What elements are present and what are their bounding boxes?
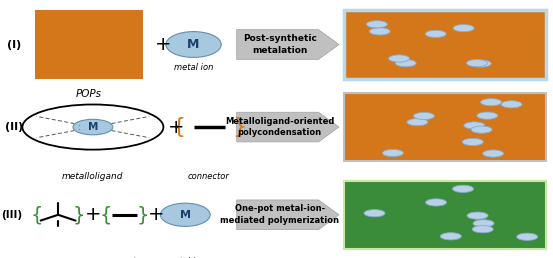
Text: metal ion: metal ion (174, 63, 213, 71)
Polygon shape (237, 30, 339, 59)
Ellipse shape (452, 185, 473, 192)
Text: +: + (148, 205, 164, 224)
Polygon shape (237, 200, 339, 230)
Text: }: } (73, 205, 85, 224)
Text: :: : (78, 123, 80, 132)
Text: M: M (187, 38, 200, 51)
Text: }: } (232, 117, 247, 137)
Text: M: M (180, 210, 191, 220)
Circle shape (160, 203, 210, 227)
Ellipse shape (364, 209, 385, 217)
Ellipse shape (477, 112, 498, 119)
Ellipse shape (471, 126, 492, 133)
Ellipse shape (464, 122, 485, 129)
Ellipse shape (473, 220, 494, 227)
Text: +: + (168, 118, 184, 136)
Ellipse shape (462, 138, 483, 146)
Text: {: { (171, 117, 186, 137)
Ellipse shape (472, 225, 493, 233)
Text: monomer: monomer (38, 257, 79, 258)
Text: connector: connector (103, 257, 145, 258)
Ellipse shape (440, 233, 461, 240)
Text: Post-synthetic
metalation: Post-synthetic metalation (243, 34, 316, 55)
Ellipse shape (395, 60, 416, 67)
Text: Metalloligand-oriented
polycondensation: Metalloligand-oriented polycondensation (225, 117, 335, 138)
Circle shape (166, 31, 221, 58)
Ellipse shape (483, 150, 504, 157)
Ellipse shape (22, 104, 164, 150)
Ellipse shape (481, 99, 502, 106)
Ellipse shape (501, 101, 522, 108)
Ellipse shape (389, 55, 410, 62)
Polygon shape (344, 93, 546, 161)
Polygon shape (344, 10, 546, 79)
Ellipse shape (366, 21, 387, 28)
Text: metal ion: metal ion (165, 257, 205, 258)
Text: One-pot metal-ion-
mediated polymerization: One-pot metal-ion- mediated polymerizati… (220, 204, 339, 225)
Ellipse shape (383, 149, 404, 157)
Ellipse shape (426, 199, 447, 206)
Text: (III): (III) (2, 210, 23, 220)
Polygon shape (344, 181, 546, 249)
Text: (I): (I) (7, 39, 21, 50)
Text: +: + (155, 35, 171, 54)
Ellipse shape (425, 30, 446, 37)
Ellipse shape (467, 212, 488, 219)
Text: (II): (II) (4, 122, 23, 132)
Ellipse shape (517, 233, 538, 240)
Ellipse shape (466, 60, 487, 67)
Text: {: { (31, 205, 43, 224)
Text: M: M (88, 122, 98, 132)
Text: POPs: POPs (76, 89, 102, 99)
Text: {: { (100, 205, 112, 224)
Ellipse shape (407, 118, 428, 126)
Polygon shape (237, 112, 339, 142)
Ellipse shape (453, 25, 474, 32)
Text: metalloligand: metalloligand (62, 172, 124, 181)
Ellipse shape (369, 28, 390, 35)
Ellipse shape (470, 60, 491, 67)
Text: +: + (85, 205, 101, 224)
Ellipse shape (73, 119, 113, 135)
Ellipse shape (414, 112, 435, 119)
Polygon shape (35, 10, 143, 79)
Text: }: } (137, 205, 149, 224)
Text: connector: connector (188, 172, 230, 181)
